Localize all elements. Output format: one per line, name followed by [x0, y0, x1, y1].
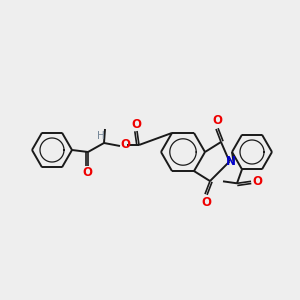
- Text: O: O: [201, 196, 211, 208]
- Text: O: O: [212, 115, 222, 128]
- Text: O: O: [120, 139, 130, 152]
- Text: N: N: [226, 155, 236, 168]
- Text: H: H: [97, 131, 105, 141]
- Text: O: O: [252, 175, 262, 188]
- Text: O: O: [131, 118, 141, 130]
- Text: O: O: [82, 167, 92, 179]
